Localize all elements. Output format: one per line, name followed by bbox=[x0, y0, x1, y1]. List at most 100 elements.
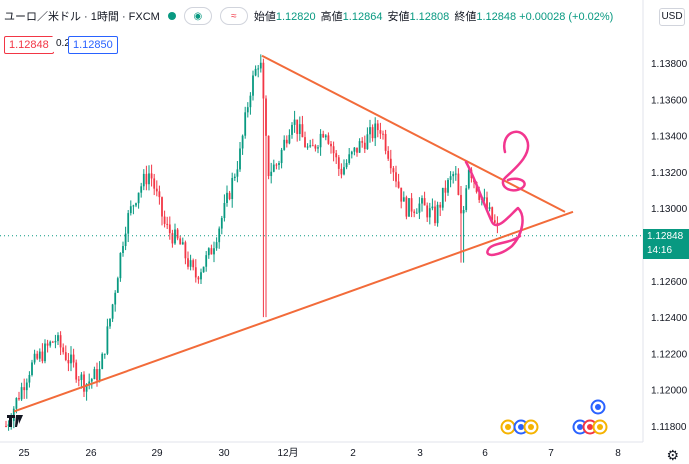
candle-body bbox=[421, 198, 423, 204]
candle-body bbox=[135, 203, 137, 206]
candle-body bbox=[103, 353, 106, 355]
candle-body bbox=[153, 178, 156, 189]
candle-body bbox=[44, 343, 46, 362]
candle-body bbox=[163, 216, 166, 224]
open-label: 始値 bbox=[253, 11, 276, 23]
candle-body bbox=[382, 133, 384, 135]
candle-body bbox=[145, 173, 148, 185]
candle-body bbox=[262, 62, 265, 99]
event-marker-dot bbox=[595, 404, 601, 410]
candle-body bbox=[179, 238, 182, 245]
high-label: 高値 bbox=[320, 11, 343, 23]
candle-body bbox=[33, 353, 36, 363]
x-tick-label: 25 bbox=[18, 448, 30, 459]
sell-button[interactable]: 1.12848 bbox=[4, 36, 54, 54]
currency-selector[interactable]: USD bbox=[659, 8, 685, 26]
symbol-title[interactable]: ユーロ／米ドル · 1時間 · FXCM bbox=[4, 11, 160, 23]
candle-body bbox=[249, 95, 252, 108]
candle-body bbox=[67, 359, 70, 364]
candle-body bbox=[376, 123, 379, 131]
wave-icon[interactable]: ≈ bbox=[219, 7, 248, 25]
eye-icon[interactable]: ◉ bbox=[183, 7, 212, 25]
candle-body bbox=[436, 204, 439, 224]
candle-body bbox=[36, 353, 39, 359]
candle-body bbox=[184, 242, 187, 259]
candle-body bbox=[28, 375, 31, 383]
candle-body bbox=[252, 75, 254, 96]
candle-body bbox=[408, 198, 410, 217]
candle-body bbox=[332, 146, 335, 154]
candle-body bbox=[285, 139, 288, 144]
candle-body bbox=[257, 68, 260, 70]
candle-body bbox=[142, 173, 145, 187]
candle-body bbox=[210, 248, 213, 255]
chart-legend: ユーロ／米ドル · 1時間 · FXCM ◉ ≈ 始値1.12820 高値1.1… bbox=[4, 6, 613, 26]
candle-body bbox=[270, 171, 273, 177]
candle-body bbox=[192, 260, 195, 268]
candle-body bbox=[298, 124, 301, 134]
candle-body bbox=[405, 197, 408, 217]
candle-body bbox=[441, 187, 444, 208]
candle-body bbox=[259, 62, 262, 69]
ohlc-values: 始値1.12820 高値1.12864 安値1.12808 終値1.12848 … bbox=[252, 8, 614, 24]
candle-body bbox=[413, 211, 416, 213]
candle-body bbox=[148, 173, 150, 185]
candle-body bbox=[314, 145, 317, 149]
candle-body bbox=[389, 158, 392, 169]
y-tick-label: 1.12200 bbox=[651, 349, 688, 360]
event-marker-dot bbox=[577, 424, 583, 430]
market-status-icon bbox=[167, 12, 176, 20]
candle-body bbox=[493, 220, 496, 223]
x-tick-label: 2 bbox=[350, 448, 356, 459]
candle-body bbox=[129, 206, 132, 214]
candle-body bbox=[174, 229, 176, 244]
candle-body bbox=[15, 397, 18, 409]
candle-body bbox=[119, 252, 122, 279]
buy-button[interactable]: 1.12850 bbox=[68, 36, 118, 54]
y-tick-label: 1.13200 bbox=[651, 168, 688, 179]
open-value: 1.12820 bbox=[275, 11, 316, 23]
candle-body bbox=[41, 351, 44, 362]
candle-body bbox=[132, 205, 135, 207]
candle-body bbox=[423, 198, 426, 206]
candle-body bbox=[361, 141, 364, 143]
tradingview-logo-icon[interactable] bbox=[6, 412, 24, 430]
candle-body bbox=[371, 127, 374, 139]
candle-body bbox=[324, 135, 327, 138]
candle-body bbox=[337, 157, 340, 169]
candle-body bbox=[356, 147, 358, 153]
candle-body bbox=[31, 362, 33, 376]
candle-body bbox=[194, 267, 197, 278]
candle-body bbox=[330, 143, 332, 147]
candle-body bbox=[428, 208, 431, 218]
x-tick-label: 26 bbox=[85, 448, 97, 459]
candle-body bbox=[215, 242, 218, 249]
gear-icon[interactable]: ⚙ bbox=[666, 447, 679, 463]
candle-body bbox=[387, 150, 390, 159]
candle-body bbox=[265, 98, 267, 136]
candle-body bbox=[278, 163, 280, 165]
candle-body bbox=[397, 181, 400, 188]
candle-body bbox=[460, 194, 462, 214]
candle-body bbox=[304, 137, 306, 148]
candle-body bbox=[374, 123, 377, 139]
annotation-freehand-upper bbox=[501, 130, 530, 192]
candle-body bbox=[319, 133, 322, 148]
candle-body bbox=[93, 369, 96, 380]
candle-body bbox=[345, 162, 348, 168]
candle-body bbox=[189, 260, 192, 267]
candle-body bbox=[228, 192, 231, 200]
candle-body bbox=[444, 187, 447, 193]
candle-body bbox=[447, 179, 449, 193]
candle-body bbox=[150, 173, 153, 179]
candle-body bbox=[241, 135, 244, 149]
candle-body bbox=[12, 408, 15, 422]
candle-body bbox=[205, 255, 208, 267]
candle-body bbox=[340, 168, 343, 175]
candle-body bbox=[62, 347, 65, 353]
candle-body bbox=[486, 197, 488, 210]
candle-body bbox=[236, 169, 239, 177]
x-tick-label: 29 bbox=[151, 448, 163, 459]
candle-body bbox=[400, 187, 403, 202]
